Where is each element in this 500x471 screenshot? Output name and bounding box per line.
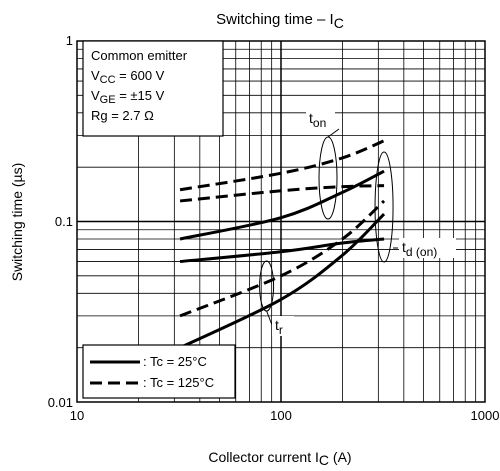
legend-label-125c: : Tc = 125°C	[143, 375, 214, 390]
x-axis-label: Collector current IC (A)	[208, 449, 351, 468]
legend: : Tc = 25°C : Tc = 125°C	[82, 344, 236, 399]
annotation-layer: ton td (on) tr	[266, 109, 456, 337]
tr-leader	[266, 310, 273, 326]
label-tdon: td (on)	[402, 239, 437, 259]
series-ton-125c	[179, 139, 385, 192]
series-tdon-25c	[179, 237, 385, 264]
condition-rg: Rg = 2.7 Ω	[91, 108, 154, 123]
legend-label-25c: : Tc = 25°C	[143, 354, 207, 369]
label-ton-bg	[306, 109, 335, 129]
plot-frame	[76, 40, 486, 403]
x-tick-label-1000: 1000	[471, 408, 500, 423]
condition-common-emitter: Common emitter	[91, 48, 188, 63]
chart-title: Switching time – IC	[216, 11, 344, 31]
label-tr-bg	[272, 316, 294, 336]
condition-vge: VGE = ±15 V	[91, 88, 165, 106]
x-tick-label-10: 10	[70, 408, 84, 423]
series-tdon-125c	[179, 184, 385, 203]
y-tick-label-1: 1	[66, 33, 73, 48]
ton-leader	[327, 128, 340, 138]
y-tick-label-0.1: 0.1	[55, 214, 73, 229]
series-tr-125c	[179, 199, 386, 318]
y-axis-label: Switching time (µs)	[9, 163, 25, 282]
label-tdon-bg	[399, 238, 456, 258]
label-tr: tr	[275, 317, 283, 337]
series-ton-25c	[179, 169, 385, 241]
series-layer	[179, 139, 386, 350]
condition-vcc: VCC = 600 V	[91, 68, 165, 86]
conditions-box: Common emitter VCC = 600 V VGE = ±15 V R…	[82, 40, 224, 137]
tdon-group-ellipse	[374, 151, 394, 263]
ton-group-ellipse	[318, 136, 338, 220]
series-tr-25c	[179, 212, 386, 350]
label-ton: ton	[309, 110, 326, 130]
y-tick-label-0.01: 0.01	[48, 395, 73, 410]
x-tick-label-100: 100	[270, 408, 292, 423]
